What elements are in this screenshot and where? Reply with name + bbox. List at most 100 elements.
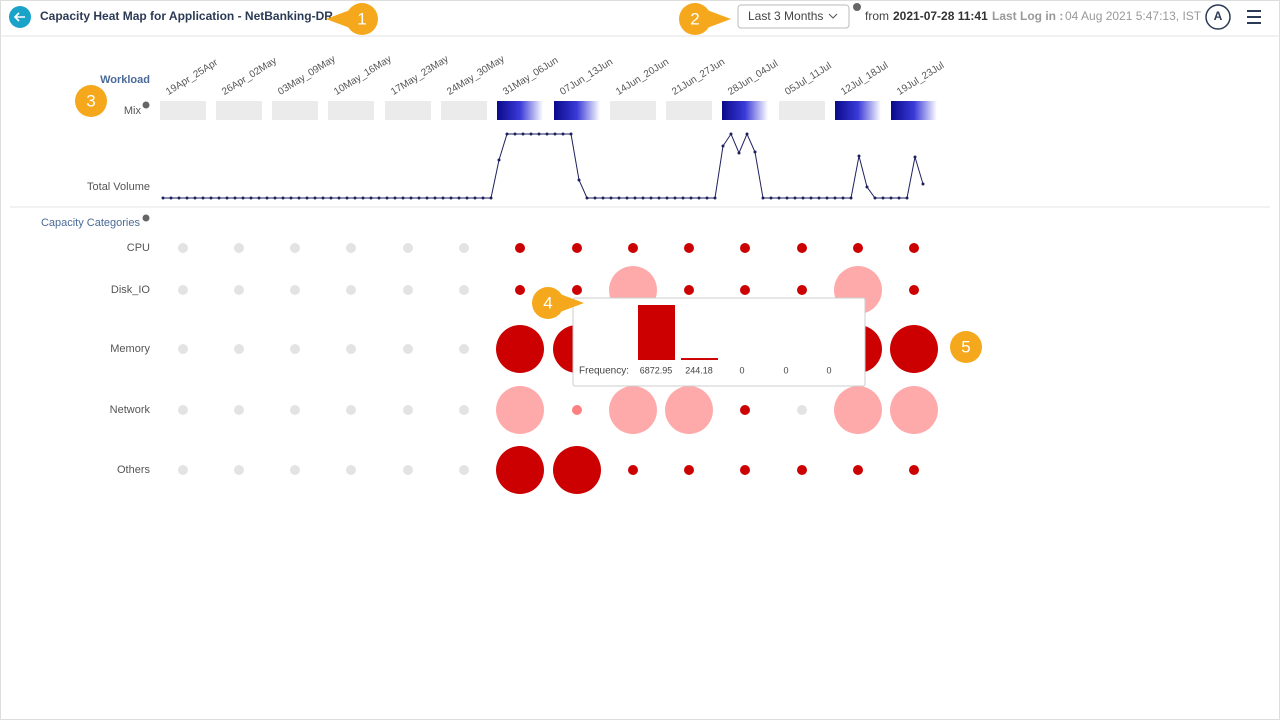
heat-cell[interactable] xyxy=(178,465,188,475)
heat-cell[interactable] xyxy=(459,285,469,295)
range-dropdown[interactable] xyxy=(737,4,850,29)
heat-cell[interactable] xyxy=(403,405,413,415)
heat-cell[interactable] xyxy=(290,465,300,475)
callout-pointer xyxy=(560,294,584,312)
heat-cell[interactable] xyxy=(403,344,413,354)
total-volume-label: Total Volume xyxy=(87,181,150,193)
volume-dot xyxy=(161,196,165,200)
heat-cell[interactable] xyxy=(740,405,750,415)
menu-button[interactable] xyxy=(1247,10,1261,24)
volume-dot xyxy=(577,178,581,182)
heat-cell[interactable] xyxy=(515,285,525,295)
heat-cell[interactable] xyxy=(797,285,807,295)
heat-cell[interactable] xyxy=(234,465,244,475)
heat-cell[interactable] xyxy=(853,465,863,475)
heat-cell[interactable] xyxy=(178,243,188,253)
volume-dot xyxy=(705,196,709,200)
heat-cell[interactable] xyxy=(403,465,413,475)
heat-cell[interactable] xyxy=(909,285,919,295)
workload-title: Workload xyxy=(100,74,150,86)
heat-cell[interactable] xyxy=(290,285,300,295)
page-title: Capacity Heat Map for Application - NetB… xyxy=(40,9,333,23)
mix-label: Mix xyxy=(124,105,142,117)
last-login-label: Last Log in : xyxy=(992,9,1063,23)
volume-dot xyxy=(337,196,341,200)
volume-dot xyxy=(761,196,765,200)
heat-cell[interactable] xyxy=(178,344,188,354)
heat-cell[interactable] xyxy=(403,285,413,295)
capacity-title: Capacity Categories xyxy=(41,217,141,229)
heat-cell[interactable] xyxy=(496,446,544,494)
heat-cell[interactable] xyxy=(459,344,469,354)
volume-dot xyxy=(401,196,405,200)
heat-cell[interactable] xyxy=(346,285,356,295)
tooltip-label: Frequency: xyxy=(579,366,629,377)
heat-cell[interactable] xyxy=(684,243,694,253)
avatar-letter: A xyxy=(1214,9,1223,23)
heat-cell[interactable] xyxy=(346,405,356,415)
heat-cell[interactable] xyxy=(290,344,300,354)
heat-cell[interactable] xyxy=(797,405,807,415)
heat-cell[interactable] xyxy=(834,386,882,434)
volume-dot xyxy=(313,196,317,200)
heat-cell[interactable] xyxy=(890,386,938,434)
heat-cell[interactable] xyxy=(290,243,300,253)
heat-cell[interactable] xyxy=(459,465,469,475)
heat-cell[interactable] xyxy=(740,285,750,295)
heat-cell[interactable] xyxy=(178,405,188,415)
capacity-info[interactable] xyxy=(142,214,150,222)
heat-cell[interactable] xyxy=(234,405,244,415)
avatar[interactable] xyxy=(1205,4,1231,30)
heat-cell[interactable] xyxy=(609,386,657,434)
heat-cell[interactable] xyxy=(909,465,919,475)
heat-cell[interactable] xyxy=(572,405,582,415)
heat-cell[interactable] xyxy=(853,243,863,253)
heat-cell[interactable] xyxy=(740,243,750,253)
volume-dot xyxy=(465,196,469,200)
heat-cell[interactable] xyxy=(459,243,469,253)
volume-dot xyxy=(921,182,925,186)
heat-cell[interactable] xyxy=(572,285,582,295)
volume-dot xyxy=(849,196,853,200)
mix-cell xyxy=(666,101,712,120)
heat-cell[interactable] xyxy=(740,465,750,475)
heat-cell[interactable] xyxy=(234,344,244,354)
volume-dot xyxy=(753,150,757,154)
heat-cell[interactable] xyxy=(572,243,582,253)
heat-cell[interactable] xyxy=(628,465,638,475)
mix-info[interactable] xyxy=(142,101,150,109)
heat-cell[interactable] xyxy=(684,285,694,295)
heat-cell[interactable] xyxy=(346,344,356,354)
heat-cell[interactable] xyxy=(909,243,919,253)
volume-dot xyxy=(905,196,909,200)
heat-cell[interactable] xyxy=(515,243,525,253)
volume-dot xyxy=(369,196,373,200)
heat-cell[interactable] xyxy=(290,405,300,415)
heat-cell[interactable] xyxy=(665,386,713,434)
callout-pointer xyxy=(707,10,731,28)
info-icon[interactable] xyxy=(853,3,861,11)
volume-dot xyxy=(377,196,381,200)
heat-cell[interactable] xyxy=(684,465,694,475)
heat-cell[interactable] xyxy=(797,465,807,475)
volume-dot xyxy=(257,196,261,200)
heat-cell[interactable] xyxy=(459,405,469,415)
heat-cell[interactable] xyxy=(234,243,244,253)
heat-cell[interactable] xyxy=(890,325,938,373)
volume-dot xyxy=(857,154,861,158)
heat-cell[interactable] xyxy=(346,465,356,475)
heat-cell[interactable] xyxy=(553,446,601,494)
volume-dot xyxy=(361,196,365,200)
volume-dot xyxy=(521,132,525,136)
volume-dot xyxy=(417,196,421,200)
heat-cell[interactable] xyxy=(234,285,244,295)
mix-cell xyxy=(722,101,768,120)
heat-cell[interactable] xyxy=(403,243,413,253)
heat-cell[interactable] xyxy=(496,325,544,373)
heat-cell[interactable] xyxy=(797,243,807,253)
heat-cell[interactable] xyxy=(628,243,638,253)
heat-cell[interactable] xyxy=(496,386,544,434)
volume-dot xyxy=(865,185,869,189)
heat-cell[interactable] xyxy=(178,285,188,295)
heat-cell[interactable] xyxy=(346,243,356,253)
